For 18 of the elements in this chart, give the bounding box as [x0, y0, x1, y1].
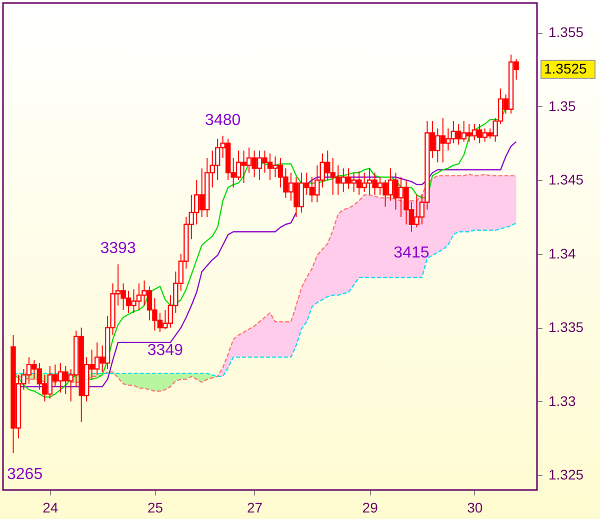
x-tick-label: 30: [467, 500, 483, 516]
y-tick-label: 1.335: [548, 319, 584, 336]
x-tick-label: 27: [246, 500, 263, 516]
y-tick-label: 1.35: [548, 98, 576, 114]
y-tick-label: 1.33: [548, 392, 576, 409]
annotation: 3480: [205, 112, 241, 129]
y-tick-label: 1.34: [548, 245, 576, 262]
annotation: 3415: [394, 244, 430, 262]
x-tick-label: 25: [147, 500, 164, 516]
x-tick-label: 29: [362, 500, 378, 516]
annotation: 3393: [100, 240, 136, 258]
y-tick-label: 1.355: [548, 24, 584, 40]
text: 1.3525: [544, 60, 588, 76]
annotation: 3265: [7, 466, 43, 483]
annotation: 3349: [147, 342, 184, 360]
y-tick-label: 1.325: [548, 466, 584, 483]
y-tick-label: 1.345: [548, 172, 584, 188]
x-tick-label: 24: [42, 500, 58, 516]
